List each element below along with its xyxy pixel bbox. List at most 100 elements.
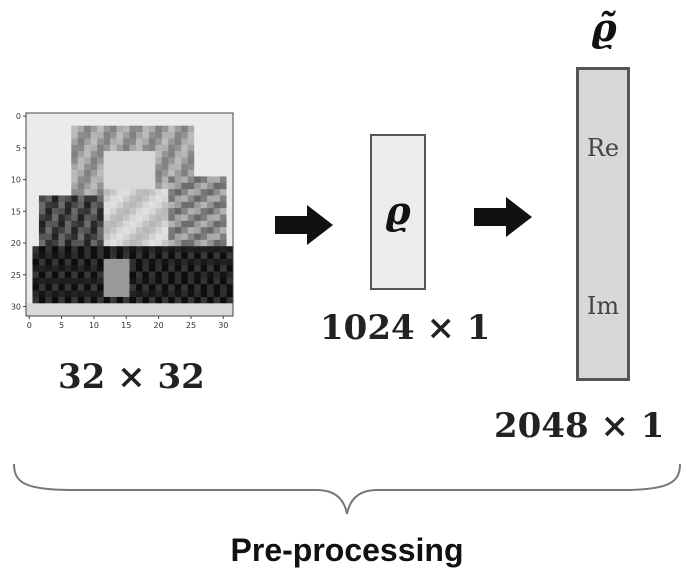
image-pixel <box>181 258 189 266</box>
image-pixel <box>123 233 130 241</box>
image-pixel <box>32 277 40 285</box>
image-pixel <box>58 151 66 158</box>
image-pixel <box>51 125 59 133</box>
image-pixel <box>148 176 156 184</box>
image-pixel <box>84 189 91 196</box>
image-pixel <box>26 138 33 146</box>
image-pixel <box>90 144 98 152</box>
image-pixel <box>135 258 143 266</box>
image-pixel <box>129 163 137 171</box>
image-pixel <box>168 239 176 247</box>
image-pixel <box>26 258 33 266</box>
image-pixel <box>58 119 66 126</box>
image-pixel <box>220 170 227 177</box>
image-pixel <box>142 170 150 177</box>
image-pixel <box>220 176 227 184</box>
image-pixel <box>97 290 104 298</box>
image-pixel <box>174 119 182 126</box>
image-pixel <box>51 290 59 298</box>
image-pixel <box>26 233 33 241</box>
image-pixel <box>200 189 208 196</box>
image-pixel <box>142 163 150 171</box>
image-pixel <box>77 132 85 139</box>
image-pixel <box>168 119 176 126</box>
image-pixel <box>181 303 189 310</box>
image-pixel <box>45 296 53 304</box>
image-pixel <box>220 233 227 241</box>
image-pixel <box>135 170 143 177</box>
image-pixel <box>220 182 227 190</box>
image-pixel <box>97 258 104 266</box>
image-pixel <box>129 170 137 177</box>
image-pixel <box>148 189 156 196</box>
image-pixel <box>174 214 182 222</box>
image-pixel <box>123 277 130 285</box>
image-pixel <box>174 189 182 196</box>
image-pixel <box>226 296 234 304</box>
image-pixel <box>148 239 156 247</box>
image-pixel <box>58 258 66 266</box>
image-pixel <box>116 239 124 247</box>
image-pixel <box>38 271 46 279</box>
image-pixel <box>64 271 72 279</box>
x-tick-label: 10 <box>89 321 99 330</box>
image-pixel <box>103 132 111 139</box>
image-pixel <box>110 170 117 177</box>
image-pixel <box>38 119 46 126</box>
image-pixel <box>71 170 79 177</box>
image-pixel <box>207 208 214 215</box>
image-pixel <box>84 233 91 241</box>
image-pixel <box>213 125 221 133</box>
image-pixel <box>207 309 214 317</box>
image-pixel <box>71 265 79 272</box>
image-pixel <box>187 119 195 126</box>
image-pixel <box>155 220 163 228</box>
image-pixel <box>148 265 156 272</box>
image-pixel <box>148 220 156 228</box>
imag-part-label: Im <box>586 292 620 320</box>
image-pixel <box>71 201 79 209</box>
image-pixel <box>194 252 201 260</box>
image-pixel <box>161 271 169 279</box>
image-pixel <box>71 252 79 260</box>
image-pixel <box>142 252 150 260</box>
image-pixel <box>161 195 169 203</box>
image-pixel <box>45 195 53 203</box>
image-pixel <box>26 277 33 285</box>
image-pixel <box>32 125 40 133</box>
image-pixel <box>207 227 214 234</box>
image-pixel <box>32 163 40 171</box>
image-pixel <box>71 303 79 310</box>
image-pixel <box>116 201 124 209</box>
image-pixel <box>226 189 234 196</box>
image-pixel <box>194 296 201 304</box>
image-pixel <box>181 214 189 222</box>
image-pixel <box>161 239 169 247</box>
image-pixel <box>174 151 182 158</box>
image-pixel <box>155 208 163 215</box>
image-pixel <box>58 208 66 215</box>
image-pixel <box>116 258 124 266</box>
image-pixel <box>64 303 72 310</box>
image-pixel <box>84 144 91 152</box>
image-pixel <box>116 138 124 146</box>
image-pixel <box>51 170 59 177</box>
image-pixel <box>64 233 72 241</box>
image-pixel <box>123 246 130 253</box>
image-pixel <box>129 157 137 165</box>
image-pixel <box>38 182 46 190</box>
image-pixel <box>32 303 40 310</box>
image-pixel <box>187 258 195 266</box>
image-pixel <box>116 246 124 253</box>
image-pixel <box>200 296 208 304</box>
image-pixel <box>129 138 137 146</box>
image-pixel <box>174 277 182 285</box>
image-pixel <box>181 271 189 279</box>
image-pixel <box>77 125 85 133</box>
image-pixel <box>58 271 66 279</box>
image-pixel <box>161 214 169 222</box>
image-pixel <box>26 119 33 126</box>
image-pixel <box>45 271 53 279</box>
image-pixel <box>90 170 98 177</box>
image-pixel <box>110 163 117 171</box>
